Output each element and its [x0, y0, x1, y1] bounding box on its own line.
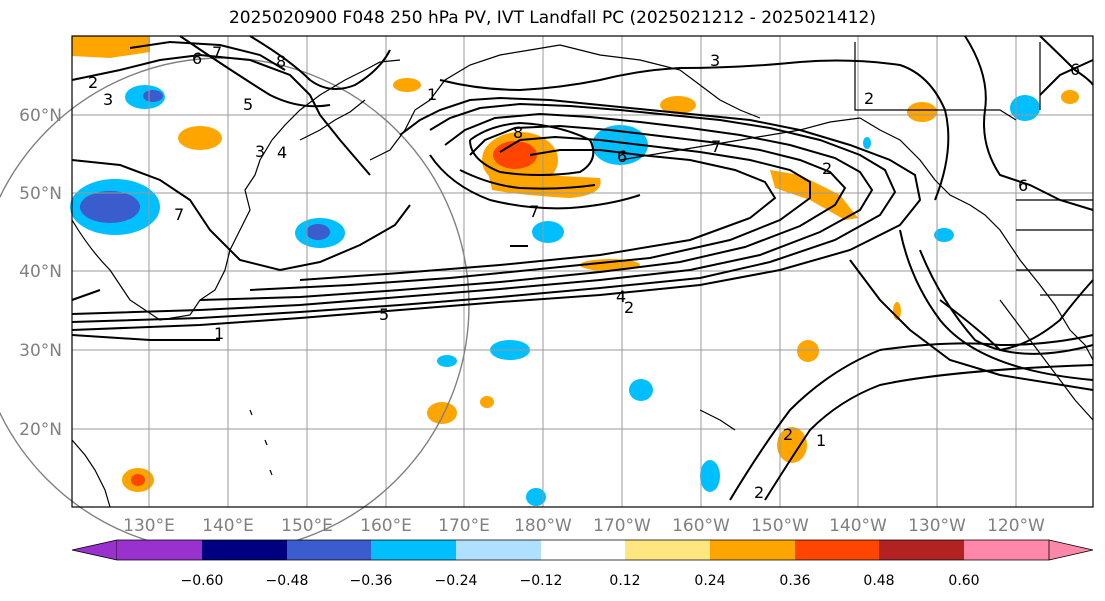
lat-label: 30°N [19, 341, 62, 361]
contour-label: 1 [427, 85, 437, 104]
contour-label: 8 [276, 52, 286, 71]
colorbar-segment [795, 540, 879, 560]
lon-label: 150°E [281, 516, 333, 536]
colorbar-tick: −0.36 [350, 573, 393, 589]
lon-label: 160°W [672, 516, 730, 536]
colorbar-tick: 0.60 [948, 573, 979, 589]
contour-label: 6 [617, 147, 627, 166]
contour-label: 6 [1070, 60, 1080, 79]
contour-label: 2 [624, 298, 634, 317]
colorbar-segment [964, 540, 1049, 560]
colorbar-tick: 0.12 [609, 573, 640, 589]
lat-label: 60°N [19, 106, 62, 126]
contour-label: 2 [783, 425, 793, 444]
map-frame [71, 35, 1094, 508]
contour-label: 7 [212, 43, 222, 62]
lat-label: 20°N [19, 420, 62, 440]
coastlines [71, 42, 1094, 508]
colorbar-tick: 0.24 [694, 573, 725, 589]
colorbar-segment [456, 540, 541, 560]
colorbar-segment [879, 540, 964, 560]
contour-label: 4 [277, 143, 287, 162]
colorbar-outline [117, 539, 1049, 561]
contour-label: 7 [711, 137, 721, 156]
contour-label: 8 [513, 123, 523, 142]
pv-contours [71, 35, 1094, 501]
lon-label: 160°E [360, 516, 412, 536]
colorbar-tick: 0.36 [779, 573, 810, 589]
colorbar-tick: −0.12 [520, 573, 563, 589]
colorbar-segment [541, 540, 625, 560]
lon-label: 130°E [123, 516, 175, 536]
contour-label: 4 [616, 287, 626, 306]
colorbar-segment [625, 540, 710, 560]
contour-label: 6 [192, 49, 202, 68]
lon-label: 170°E [438, 516, 490, 536]
graticule [72, 36, 1093, 507]
contour-label: 2 [822, 159, 832, 178]
lon-label: 140°W [829, 516, 887, 536]
lon-label: 180°W [514, 516, 572, 536]
colorbar-segment [202, 540, 287, 560]
contour-label: 3 [103, 90, 113, 109]
colorbar-segment [710, 540, 795, 560]
lat-label: 40°N [19, 262, 62, 282]
lon-label: 120°W [987, 516, 1045, 536]
longitude-labels: 130°E 140°E 150°E 160°E 170°E 180°W 170°… [123, 516, 1045, 536]
colorbar-segment [117, 540, 202, 560]
contour-label: 3 [255, 142, 265, 161]
lon-label: 150°W [751, 516, 809, 536]
lon-label: 170°W [593, 516, 651, 536]
colorbar-max-extend [1048, 539, 1094, 561]
colorbar-tick: −0.60 [181, 573, 224, 589]
lon-label: 140°E [202, 516, 254, 536]
colorbar-segment [287, 540, 371, 560]
contour-label: 6 [1018, 176, 1028, 195]
contour-label: 5 [379, 305, 389, 324]
contour-label: 1 [816, 431, 826, 450]
colorbar-ticks: −0.60 −0.48 −0.36 −0.24 −0.12 0.12 0.24 … [181, 573, 980, 589]
contour-label: 3 [710, 51, 720, 70]
map-title: 2025020900 F048 250 hPa PV, IVT Landfall… [228, 8, 876, 28]
contour-label: 2 [864, 89, 874, 108]
contour-label: 7 [529, 202, 539, 221]
colorbar-tick: 0.48 [863, 573, 894, 589]
colorbar-tick: −0.24 [435, 573, 478, 589]
contour-label: 2 [88, 73, 98, 92]
contour-label: 7 [174, 205, 184, 224]
colorbar-segment [371, 540, 456, 560]
contour-labels: 2 3 6 7 8 5 4 3 1 8 6 7 7 2 3 2 6 6 5 1 … [88, 43, 1080, 502]
colorbar-min-extend [71, 539, 118, 561]
colorbar-tick: −0.48 [266, 573, 309, 589]
colorbar [71, 539, 1094, 561]
lon-label: 130°W [908, 516, 966, 536]
contour-label: 5 [243, 95, 253, 114]
lat-label: 50°N [19, 184, 62, 204]
contour-label: 2 [754, 483, 764, 502]
latitude-labels: 60°N 50°N 40°N 30°N 20°N [19, 106, 62, 440]
contour-label: 1 [214, 324, 224, 343]
